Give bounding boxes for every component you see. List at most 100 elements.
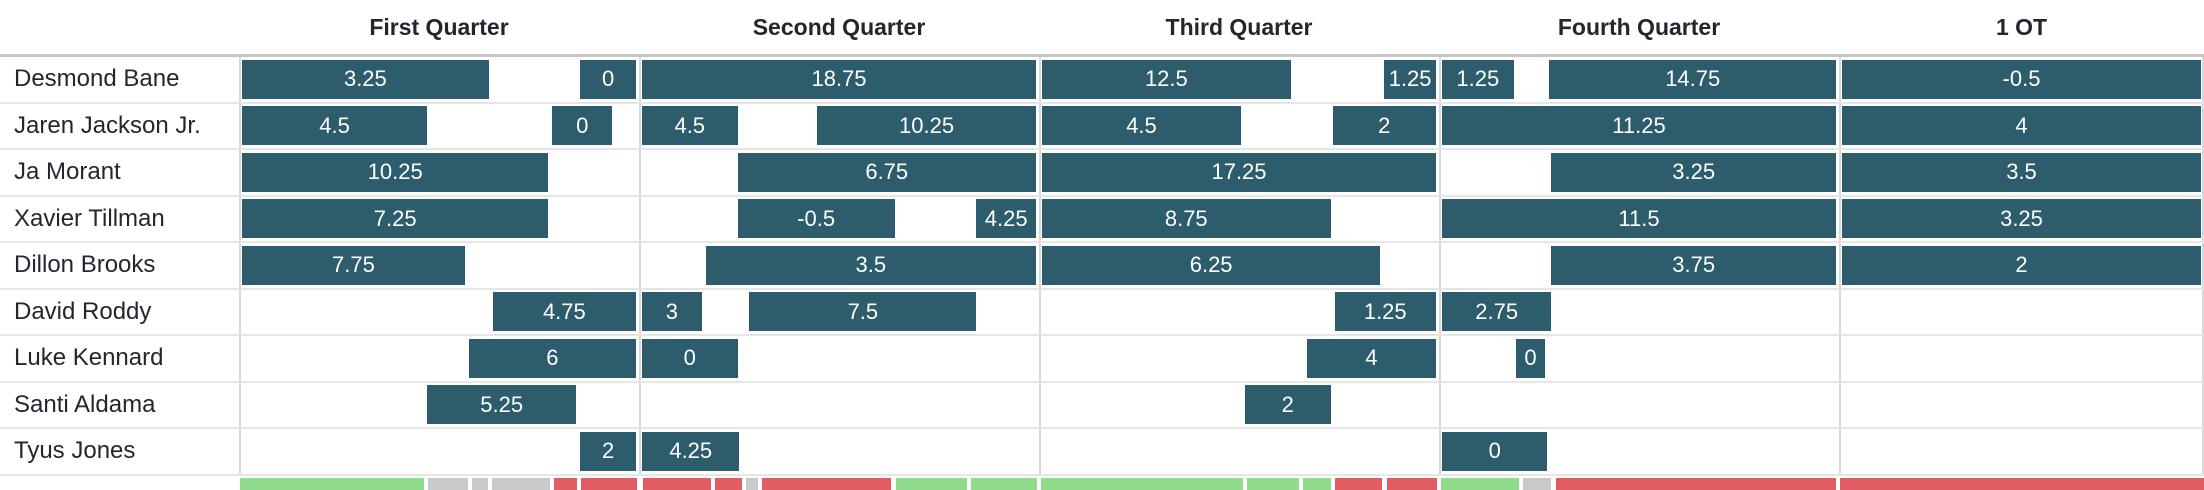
quarter-cell: 4 [1039,336,1439,381]
stint-bar[interactable]: 0 [642,338,738,378]
quarter-cell: 2.75 [1439,289,1839,334]
stint-bar[interactable]: 0 [580,59,636,99]
quarter-cell: 5.25 [239,382,639,427]
stint-bar[interactable]: 4 [1306,338,1436,378]
stint-bar[interactable]: 3.25 [1842,199,2201,238]
stint-bar[interactable]: 2.75 [1442,292,1552,331]
stint-bar[interactable]: 4.75 [492,292,636,331]
player-row: Xavier Tillman 7.25 -0.5 4.25 8.75 11.5 3.25 [0,196,2204,243]
run-segment-red [1840,478,2204,490]
column-header-first-quarter: First Quarter [369,13,509,40]
stint-bar[interactable]: 3.5 [1842,152,2201,192]
stint-bar[interactable]: 6.25 [1042,245,1381,285]
stint-bar[interactable]: 6.75 [737,152,1036,192]
stint-bar[interactable]: 14.75 [1549,59,1836,99]
stint-bar[interactable]: 4.25 [976,199,1036,238]
quarter-cell: 0 [639,336,1039,381]
scoring-run-strip [0,478,2204,490]
quarter-cell [1439,382,1839,427]
quarter-cell: 11.25 [1439,103,1839,148]
quarter-cell [1839,336,2204,381]
stint-bar[interactable]: 2 [1332,106,1436,145]
stint-bar[interactable]: 4.5 [242,106,428,145]
run-segment-green [1041,478,1243,490]
stint-bar[interactable]: 2 [580,431,636,471]
player-name: Santi Aldama [14,390,156,418]
stint-bar[interactable]: 3.75 [1551,245,1836,285]
quarter-cell: 8.75 [1039,196,1439,241]
quarter-cell: 0 [1439,336,1839,381]
quarter-cell: 12.5 1.25 [1039,57,1439,102]
column-header-third-quarter: Third Quarter [1165,13,1313,40]
run-segment-red [643,478,711,490]
player-name: Dillon Brooks [14,251,156,279]
quarter-cell: 3.25 [1839,196,2204,241]
stint-bar[interactable]: 0 [1442,431,1548,471]
stint-bar[interactable]: 17.25 [1042,152,1436,192]
stint-bar[interactable]: 3 [642,292,702,331]
stint-bar[interactable]: -0.5 [1842,59,2201,99]
run-segment-red [1556,478,1836,490]
quarter-cell: 6.25 [1039,243,1439,288]
stint-bar[interactable]: 0 [552,106,613,145]
stint-bar[interactable]: 18.75 [642,59,1036,99]
stint-bar[interactable]: 1.25 [1442,59,1514,99]
stint-bar[interactable]: 4.5 [642,106,738,145]
quarter-cell [1839,382,2204,427]
run-segment-red [762,478,891,490]
stint-bar[interactable]: 1.25 [1334,292,1436,331]
player-row: Desmond Bane 3.25 0 18.75 12.5 1.25 1.25 14.75-… [0,57,2204,104]
player-name: Xavier Tillman [14,204,165,232]
quarter-cell: 2 [239,429,639,474]
stint-bar[interactable]: 10.25 [817,106,1036,145]
column-header-fourth-quarter: Fourth Quarter [1557,13,1721,40]
run-segment-green [971,478,1037,490]
stint-bar[interactable]: 4 [1842,106,2201,145]
quarter-cell: 2 [1039,382,1439,427]
stint-bar[interactable]: 2 [1244,385,1331,424]
stint-bar[interactable]: 8.75 [1042,199,1331,238]
quarter-cell [1039,429,1439,474]
stint-bar[interactable]: 12.5 [1042,59,1291,99]
stint-bar[interactable]: 7.25 [242,199,549,238]
stint-bar[interactable]: 1.25 [1384,59,1436,99]
quarter-cell: 6 [239,336,639,381]
run-segment-green [1303,478,1331,490]
stint-bar[interactable]: 11.25 [1442,106,1836,145]
stint-bar[interactable]: 7.5 [749,292,977,331]
stint-bar[interactable]: 3.25 [1551,152,1836,192]
player-row: Dillon Brooks 7.75 3.5 6.25 3.75 2 [0,243,2204,290]
stint-bar[interactable]: 4.25 [642,431,740,471]
player-row: Tyus Jones 2 4.25 0 [0,429,2204,476]
stint-bar[interactable]: -0.5 [737,199,895,238]
run-segment-green [1247,478,1299,490]
run-segment-green [240,478,424,490]
quarter-cell: 4.5 2 [1039,103,1439,148]
quarter-cell: 1.25 [1039,289,1439,334]
quarter-cell: 4.5 0 [239,103,639,148]
stint-bar[interactable]: 3.5 [705,245,1036,285]
stint-bar[interactable]: 2 [1842,245,2201,285]
quarter-cell: 18.75 [639,57,1039,102]
stint-bar[interactable]: 0 [1515,338,1546,378]
player-row: Santi Aldama 5.25 2 [0,382,2204,429]
stint-bar[interactable]: 5.25 [427,385,577,424]
stint-bar[interactable]: 6 [468,338,636,378]
run-segment-gray [492,478,550,490]
run-segment-red [1387,478,1437,490]
stint-bar[interactable]: 3.25 [242,59,489,99]
player-name: David Roddy [14,297,152,325]
run-segment-green [896,478,967,490]
run-segment-gray [1523,478,1551,490]
quarter-cell: 3.25 [1439,150,1839,195]
stint-bar[interactable]: 7.75 [242,245,465,285]
quarter-cell: 17.25 [1039,150,1439,195]
stint-bar[interactable]: 10.25 [242,152,549,192]
stint-bar[interactable]: 11.5 [1442,199,1836,238]
column-header-overtime: 1 OT [1995,13,2048,40]
quarter-cell: 4.5 10.25 [639,103,1039,148]
quarter-cell: 6.75 [639,150,1039,195]
stint-bar[interactable]: 4.5 [1042,106,1241,145]
player-name: Tyus Jones [14,437,136,465]
quarter-cell: 4.25 [639,429,1039,474]
